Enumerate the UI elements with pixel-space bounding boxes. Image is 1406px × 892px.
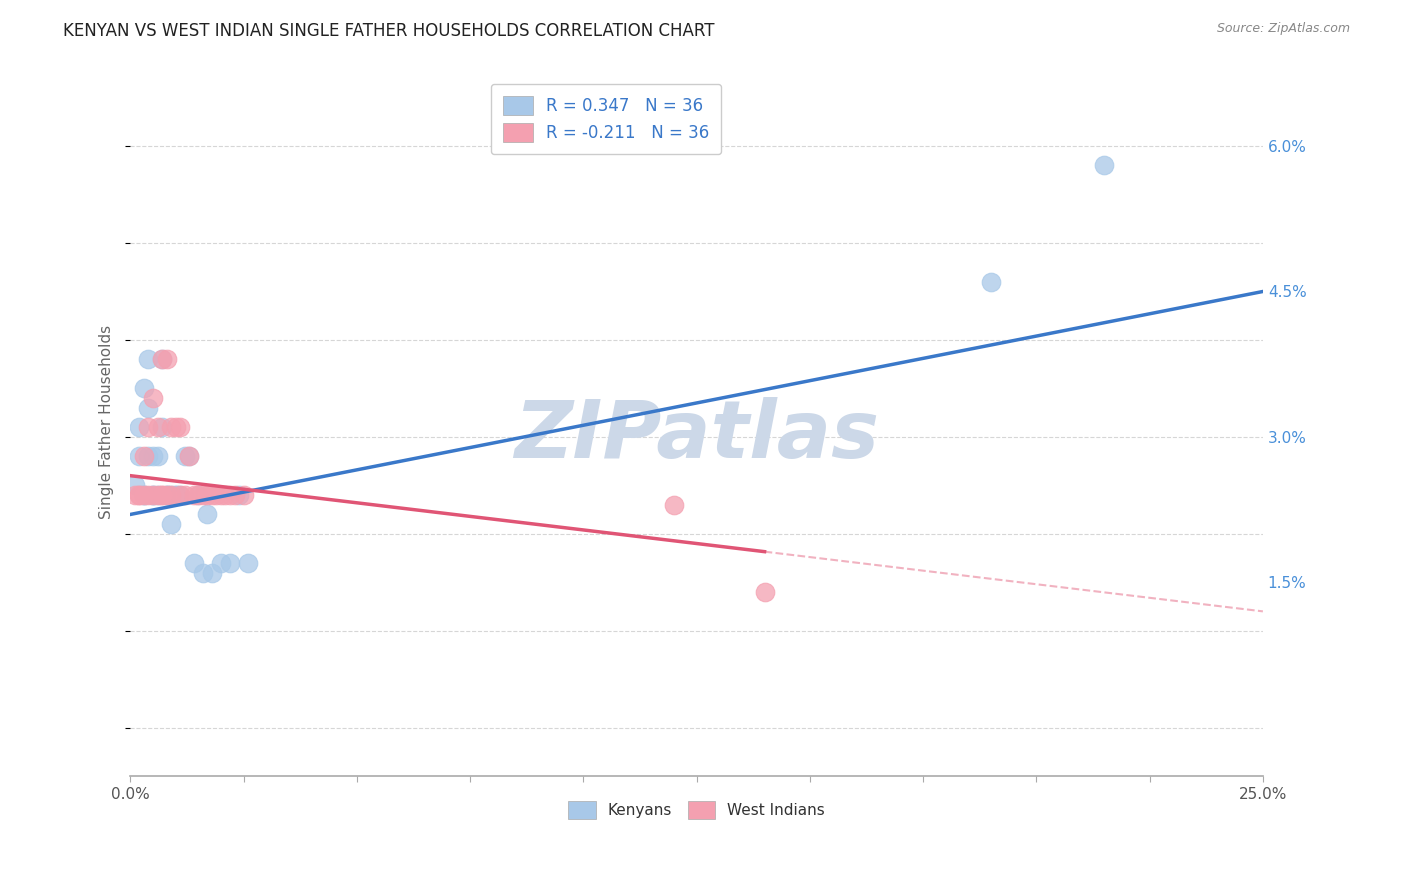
- Point: [155, 488, 177, 502]
- Point: [201, 488, 224, 502]
- Point: [169, 488, 191, 502]
- Legend: Kenyans, West Indians: Kenyans, West Indians: [562, 796, 831, 825]
- Point: [224, 488, 246, 502]
- Point: [128, 488, 150, 502]
- Point: [146, 450, 169, 464]
- Point: [150, 352, 173, 367]
- Point: [146, 488, 169, 502]
- Point: [150, 352, 173, 367]
- Point: [205, 488, 228, 502]
- Point: [219, 556, 242, 570]
- Point: [132, 488, 155, 502]
- Point: [183, 556, 205, 570]
- Point: [128, 488, 150, 502]
- Point: [165, 488, 187, 502]
- Text: KENYAN VS WEST INDIAN SINGLE FATHER HOUSEHOLDS CORRELATION CHART: KENYAN VS WEST INDIAN SINGLE FATHER HOUS…: [63, 22, 714, 40]
- Point: [662, 498, 685, 512]
- Point: [138, 488, 160, 502]
- Point: [191, 566, 214, 580]
- Point: [132, 488, 155, 502]
- Point: [183, 488, 205, 502]
- Y-axis label: Single Father Households: Single Father Households: [100, 326, 114, 519]
- Text: ZIPatlas: ZIPatlas: [515, 398, 879, 475]
- Point: [138, 352, 160, 367]
- Point: [228, 488, 250, 502]
- Point: [138, 420, 160, 434]
- Point: [209, 556, 232, 570]
- Point: [150, 420, 173, 434]
- Point: [160, 488, 183, 502]
- Point: [232, 488, 254, 502]
- Point: [142, 488, 165, 502]
- Point: [219, 488, 242, 502]
- Point: [195, 508, 218, 522]
- Point: [128, 450, 150, 464]
- Point: [142, 391, 165, 405]
- Point: [150, 488, 173, 502]
- Point: [155, 488, 177, 502]
- Point: [173, 450, 195, 464]
- Point: [754, 585, 776, 599]
- Point: [132, 488, 155, 502]
- Point: [980, 275, 1002, 289]
- Point: [160, 420, 183, 434]
- Point: [132, 381, 155, 395]
- Point: [124, 478, 146, 492]
- Point: [195, 488, 218, 502]
- Point: [124, 488, 146, 502]
- Point: [165, 488, 187, 502]
- Point: [236, 556, 259, 570]
- Point: [155, 352, 177, 367]
- Point: [142, 488, 165, 502]
- Point: [142, 450, 165, 464]
- Point: [173, 488, 195, 502]
- Point: [214, 488, 236, 502]
- Point: [160, 517, 183, 532]
- Point: [1092, 158, 1115, 172]
- Point: [160, 488, 183, 502]
- Point: [187, 488, 209, 502]
- Point: [138, 450, 160, 464]
- Text: Source: ZipAtlas.com: Source: ZipAtlas.com: [1216, 22, 1350, 36]
- Point: [155, 488, 177, 502]
- Point: [132, 450, 155, 464]
- Point: [165, 420, 187, 434]
- Point: [142, 488, 165, 502]
- Point: [209, 488, 232, 502]
- Point: [179, 450, 201, 464]
- Point: [201, 566, 224, 580]
- Point: [169, 420, 191, 434]
- Point: [138, 401, 160, 415]
- Point: [128, 420, 150, 434]
- Point: [191, 488, 214, 502]
- Point: [179, 450, 201, 464]
- Point: [169, 488, 191, 502]
- Point: [187, 488, 209, 502]
- Point: [146, 420, 169, 434]
- Point: [146, 488, 169, 502]
- Point: [150, 488, 173, 502]
